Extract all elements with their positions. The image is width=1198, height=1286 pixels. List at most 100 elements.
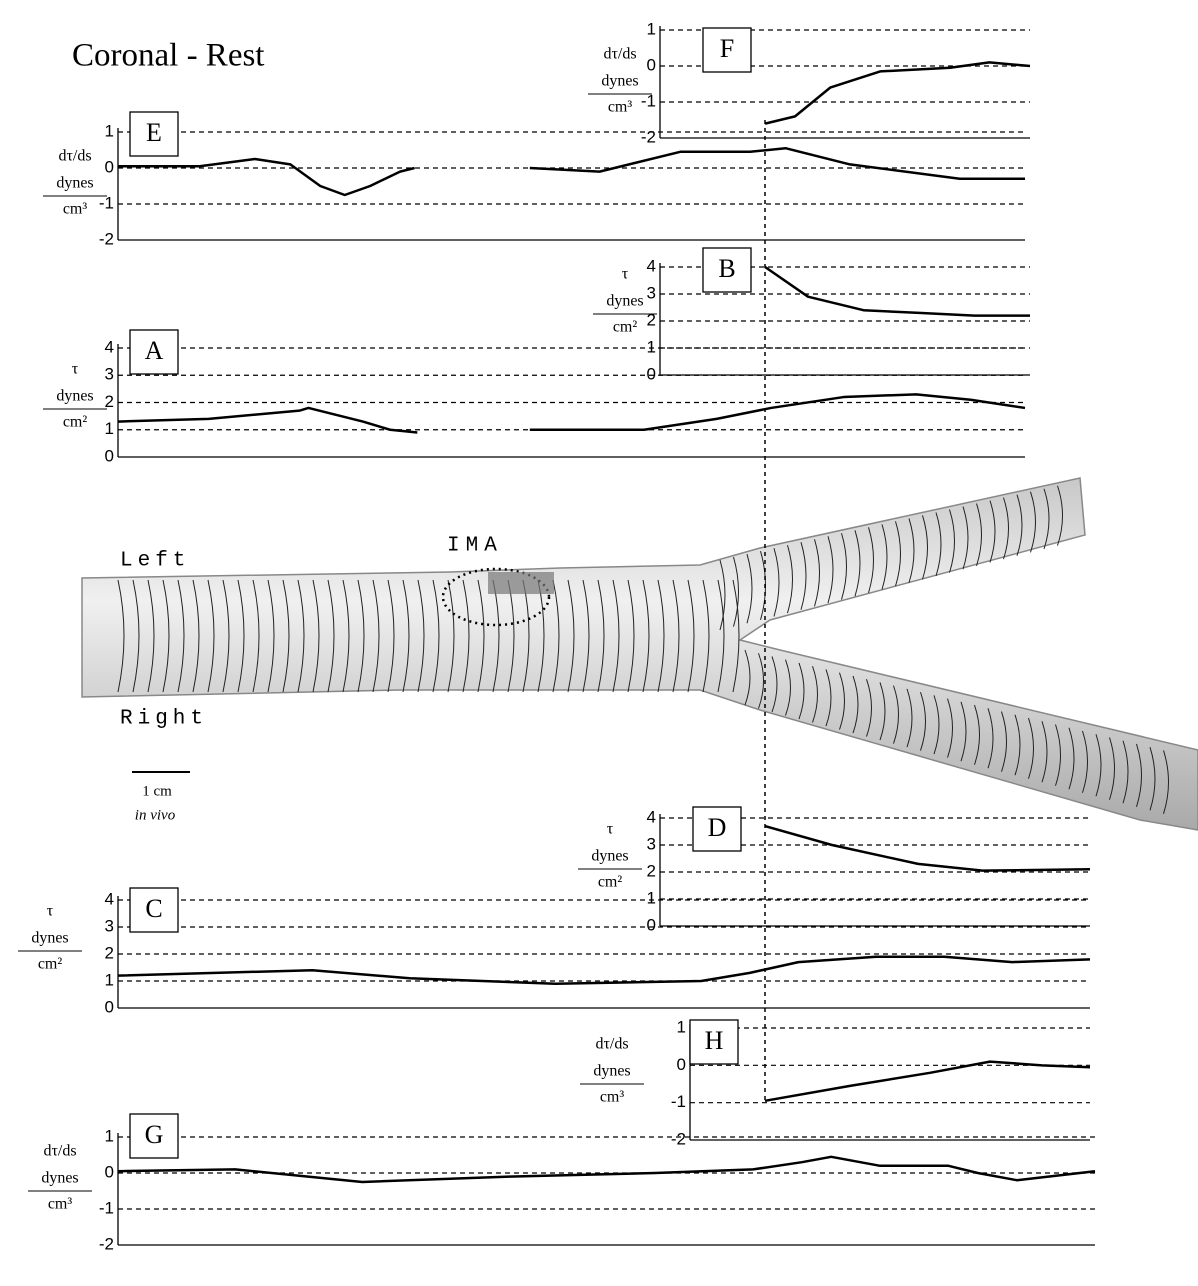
- y-axis-label: dynes: [56, 175, 93, 192]
- panel-box: [702, 247, 752, 293]
- vessel-ring: [1136, 743, 1142, 807]
- scale-label: 1 cm: [142, 783, 172, 799]
- panel-box: [129, 887, 179, 933]
- data-line: [118, 146, 1025, 197]
- vessel-ring: [732, 579, 740, 693]
- y-axis-label: dτ/ds: [603, 46, 636, 63]
- vessel-ring: [297, 579, 305, 693]
- vessel-ring: [758, 653, 764, 709]
- vessel-ring: [267, 579, 275, 693]
- y-tick-label: 2: [647, 310, 656, 329]
- vessel-ring: [933, 695, 940, 755]
- panel-letter: D: [708, 813, 727, 842]
- vessel-ring: [1095, 734, 1102, 797]
- y-axis-label: dτ/ds: [595, 1036, 628, 1053]
- vessel-ring: [1149, 747, 1156, 811]
- vessel-ring: [1028, 717, 1034, 779]
- vessel-ring: [976, 503, 982, 567]
- vessel-ring: [192, 579, 200, 693]
- panel-letter: E: [146, 118, 162, 147]
- data-line: [117, 955, 1091, 985]
- panel-letter: A: [145, 336, 164, 365]
- y-axis-label: dynes: [606, 293, 643, 310]
- vessel-ring: [687, 579, 695, 693]
- vessel-ring: [162, 579, 170, 693]
- y-axis-label: cm³: [608, 99, 633, 116]
- y-tick-label: -2: [99, 229, 114, 248]
- y-tick-label: 2: [105, 392, 114, 411]
- y-tick-label: -1: [671, 1092, 686, 1111]
- vessel-ring: [839, 672, 845, 730]
- vessel-ring: [841, 533, 847, 600]
- y-tick-label: 1: [647, 337, 656, 356]
- y-axis-label: cm²: [38, 956, 63, 973]
- data-line: [764, 61, 1031, 125]
- vessel-ring: [432, 579, 440, 693]
- ima-label: IMA: [447, 535, 503, 558]
- vessel-ring: [342, 579, 350, 693]
- vessel-ring: [827, 536, 834, 604]
- panel-box: [129, 111, 179, 157]
- data-line: [117, 1155, 1096, 1184]
- y-tick-label: 0: [105, 446, 114, 465]
- vessel-ring: [798, 662, 805, 720]
- title: Coronal - Rest: [72, 38, 264, 74]
- vessel-ring: [814, 539, 820, 607]
- vessel-ring: [881, 524, 888, 590]
- vessel-ring: [1122, 740, 1129, 804]
- vessel-ring: [582, 579, 590, 693]
- vessel-ring: [773, 547, 780, 617]
- vessel-ring: [989, 500, 996, 563]
- vessel-ring: [908, 518, 915, 583]
- y-tick-label: -2: [641, 127, 656, 146]
- y-tick-label: 1: [105, 1126, 114, 1145]
- y-tick-label: -2: [671, 1129, 686, 1148]
- y-axis-label: τ: [622, 266, 629, 283]
- y-tick-label: -2: [99, 1234, 114, 1253]
- y-tick-label: 2: [105, 943, 114, 962]
- y-axis-label: dynes: [56, 388, 93, 405]
- vessel-ring: [987, 708, 994, 769]
- vessel-ring: [1014, 714, 1021, 776]
- y-tick-label: 1: [105, 970, 114, 989]
- vessel-ring: [895, 521, 901, 587]
- y-axis-label: dτ/ds: [43, 1143, 76, 1160]
- vessel-ring: [800, 542, 807, 610]
- vessel-ring: [477, 579, 485, 693]
- vessel-ring: [879, 682, 886, 741]
- y-tick-label: 0: [105, 157, 114, 176]
- vessel-ring: [935, 512, 942, 577]
- y-axis-label: cm²: [598, 874, 623, 891]
- vessel-ring: [252, 579, 260, 693]
- panel-letter: C: [145, 894, 162, 923]
- vessel-ring: [462, 579, 470, 693]
- vessel-ring: [147, 579, 155, 693]
- vessel-ring: [612, 579, 620, 693]
- vessel-ring: [312, 579, 320, 693]
- right-label: Right: [120, 708, 208, 731]
- panel-box: [702, 27, 752, 73]
- y-tick-label: 4: [647, 256, 656, 275]
- y-tick-label: 0: [647, 915, 656, 934]
- y-tick-label: 2: [647, 861, 656, 880]
- vessel-ring: [402, 579, 410, 693]
- y-tick-label: 3: [105, 365, 114, 384]
- vessel-ring: [1030, 491, 1036, 553]
- vessel-ring: [1043, 488, 1050, 550]
- y-axis-label: τ: [607, 821, 614, 838]
- vessel-ring: [657, 579, 665, 693]
- vessel-ring: [962, 506, 969, 570]
- left-label: Left: [120, 550, 190, 573]
- vessel-ring: [1057, 485, 1063, 546]
- y-axis-label: τ: [72, 361, 79, 378]
- vessel-ring: [1068, 727, 1075, 790]
- y-tick-label: 1: [647, 888, 656, 907]
- vessel: [81, 477, 1198, 831]
- vessel-ring: [1109, 737, 1115, 800]
- vessel-ring: [117, 579, 125, 693]
- vessel-ring: [920, 691, 926, 751]
- data-line: [764, 265, 1030, 317]
- vessel-ring: [785, 659, 791, 716]
- data-line: [117, 393, 1026, 434]
- vessel-ring: [733, 556, 739, 627]
